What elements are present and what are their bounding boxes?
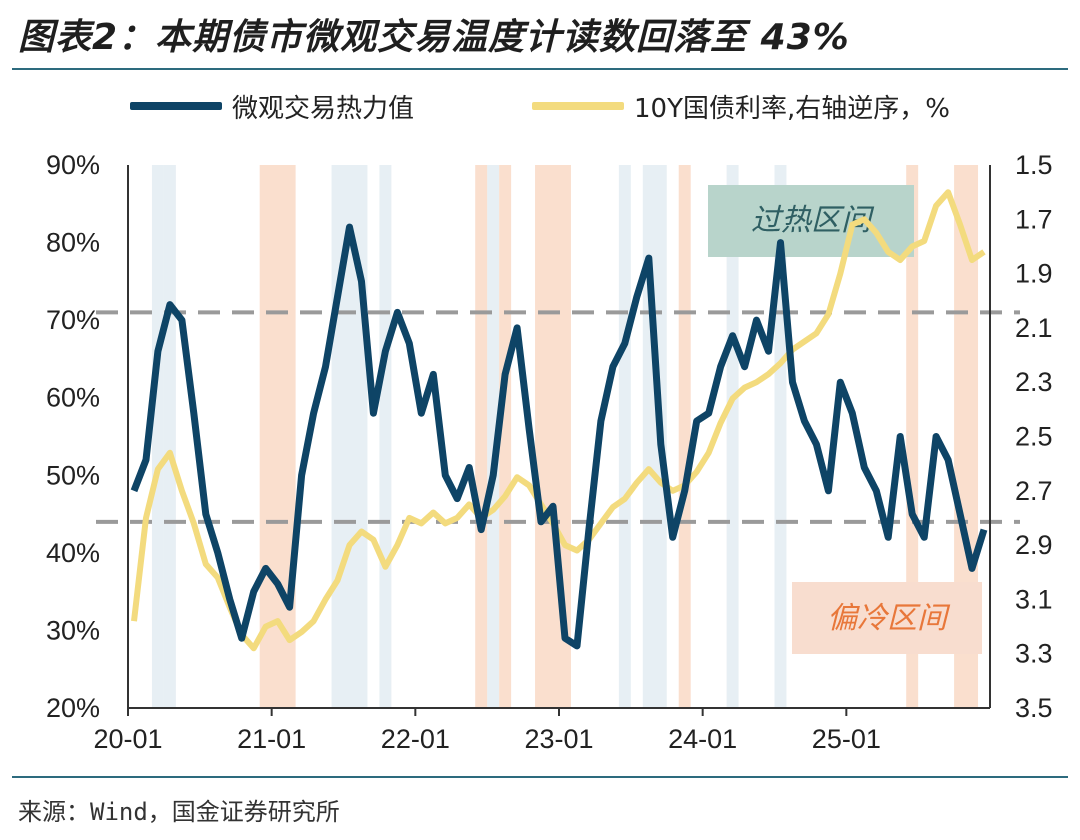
legend-heat: 微观交易热力值 <box>130 86 414 126</box>
cold-zone-label: 偏冷区间 <box>827 601 951 636</box>
y-right-tick-label: 2.5 <box>1015 422 1053 452</box>
legend-heat-swatch <box>130 102 222 110</box>
y-right-tick-label: 2.9 <box>1015 530 1053 560</box>
shade-orange <box>475 165 488 708</box>
top-rule <box>12 68 1068 70</box>
x-tick-label: 25-01 <box>812 724 881 754</box>
shade-blue <box>487 165 500 708</box>
legend-yield-swatch <box>532 102 624 110</box>
hot-zone-box <box>708 185 914 257</box>
y-right-tick-label: 3.5 <box>1015 693 1053 723</box>
shade-orange <box>259 165 296 708</box>
y-left-tick-label: 50% <box>46 460 100 490</box>
x-tick-label: 21-01 <box>237 724 306 754</box>
shade-orange <box>678 165 691 708</box>
y-right-tick-label: 1.5 <box>1015 150 1053 180</box>
bottom-rule <box>12 776 1068 778</box>
cold-zone-box <box>792 582 982 654</box>
y-left-tick-label: 90% <box>46 150 100 180</box>
legend-heat-label: 微观交易热力值 <box>232 93 415 124</box>
shade-orange <box>499 165 512 708</box>
y-right-tick-label: 2.7 <box>1015 476 1053 506</box>
shade-blue <box>379 165 392 708</box>
x-tick-label: 23-01 <box>524 724 593 754</box>
heat-series <box>130 223 988 650</box>
shade-blue <box>331 165 368 708</box>
y-right-tick-label: 2.1 <box>1015 313 1053 343</box>
y-right-tick-label: 2.3 <box>1015 367 1053 397</box>
threshold-lines <box>96 310 1020 524</box>
axes: 20% 30% 40% 50% 60% 70% 80% 90% 1.5 1.7 1.9 2.1 2.3 2… <box>46 150 1053 754</box>
y-right-tick-label: 1.9 <box>1015 259 1053 289</box>
y-left-tick-label: 60% <box>46 383 100 413</box>
heat-line <box>130 223 988 650</box>
x-tick-label: 22-01 <box>381 724 450 754</box>
shaded-periods <box>151 165 979 708</box>
legend-yield: 10Y国债利率,右轴逆序，% <box>532 86 950 126</box>
source-note: 来源：Wind，国金证券研究所 <box>18 798 340 826</box>
y-left-tick-label: 40% <box>46 538 100 568</box>
legend-yield-label: 10Y国债利率,右轴逆序，% <box>634 93 950 124</box>
y-right-tick-label: 3.1 <box>1015 584 1053 614</box>
shade-orange <box>906 165 919 708</box>
y-right-tick-label: 3.3 <box>1015 639 1053 669</box>
chart-title: 图表2：本期债市微观交易温度计读数回落至 43% <box>18 17 850 58</box>
shade-blue <box>726 165 739 708</box>
shade-blue <box>163 165 176 708</box>
shade-blue <box>618 165 631 708</box>
y-left-tick-label: 30% <box>46 615 100 645</box>
x-tick-label: 20-01 <box>93 724 162 754</box>
x-tick-label: 24-01 <box>668 724 737 754</box>
y-left-tick-label: 70% <box>46 305 100 335</box>
y-left-tick-label: 20% <box>46 693 100 723</box>
shade-blue <box>774 165 787 708</box>
y-right-tick-label: 1.7 <box>1015 204 1053 234</box>
shade-orange <box>954 165 979 708</box>
y-left-tick-label: 80% <box>46 228 100 258</box>
shade-blue <box>151 165 164 708</box>
